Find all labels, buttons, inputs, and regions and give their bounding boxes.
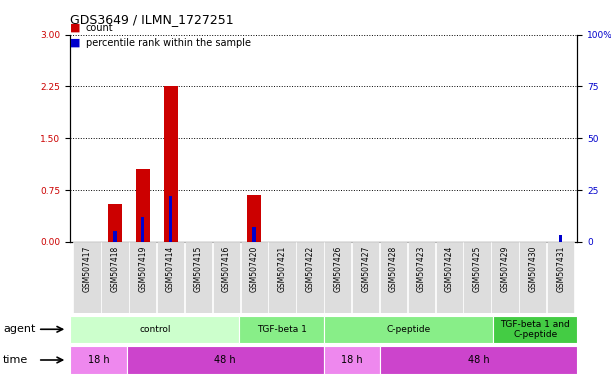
Bar [268, 242, 296, 313]
Text: time: time [3, 355, 28, 365]
Text: GSM507414: GSM507414 [166, 245, 175, 292]
Text: GSM507429: GSM507429 [500, 245, 510, 292]
Bar [240, 316, 324, 343]
Bar [380, 346, 577, 374]
Text: ■: ■ [70, 23, 81, 33]
Text: 18 h: 18 h [341, 355, 363, 365]
Text: GSM507427: GSM507427 [361, 245, 370, 292]
Bar [247, 195, 261, 242]
Bar [73, 242, 101, 313]
Bar [324, 242, 351, 313]
Text: count: count [86, 23, 113, 33]
Bar [352, 242, 379, 313]
Bar [296, 242, 324, 313]
Text: GSM507431: GSM507431 [556, 245, 565, 292]
Bar [436, 242, 463, 313]
Text: TGF-beta 1: TGF-beta 1 [257, 325, 307, 334]
Bar [213, 242, 240, 313]
Text: GSM507419: GSM507419 [138, 245, 147, 292]
Text: control: control [139, 325, 170, 334]
Text: GSM507426: GSM507426 [333, 245, 342, 292]
Text: GSM507418: GSM507418 [111, 245, 119, 292]
Text: GSM507423: GSM507423 [417, 245, 426, 292]
Bar [169, 196, 172, 242]
Bar [559, 235, 562, 242]
Bar [185, 242, 212, 313]
Text: GSM507416: GSM507416 [222, 245, 231, 292]
Text: GSM507425: GSM507425 [472, 245, 481, 292]
Bar [491, 242, 519, 313]
Bar [141, 217, 144, 242]
Text: GSM507420: GSM507420 [250, 245, 258, 292]
Bar [108, 204, 122, 242]
Text: percentile rank within the sample: percentile rank within the sample [86, 38, 251, 48]
Text: 18 h: 18 h [87, 355, 109, 365]
Text: GSM507422: GSM507422 [306, 245, 315, 292]
Text: GSM507424: GSM507424 [445, 245, 454, 292]
Text: ■: ■ [70, 38, 81, 48]
Bar [164, 86, 178, 242]
Bar [493, 316, 577, 343]
Bar [519, 242, 546, 313]
Bar [157, 242, 185, 313]
Bar [380, 242, 407, 313]
Text: C-peptide: C-peptide [386, 325, 431, 334]
Bar [241, 242, 268, 313]
Bar [408, 242, 435, 313]
Text: GDS3649 / ILMN_1727251: GDS3649 / ILMN_1727251 [70, 13, 234, 26]
Text: agent: agent [3, 324, 35, 334]
Text: GSM507421: GSM507421 [277, 245, 287, 292]
Bar [70, 316, 240, 343]
Text: TGF-beta 1 and
C-peptide: TGF-beta 1 and C-peptide [500, 319, 570, 339]
Text: 48 h: 48 h [468, 355, 489, 365]
Text: 48 h: 48 h [214, 355, 236, 365]
Bar [136, 169, 150, 242]
Text: GSM507430: GSM507430 [529, 245, 537, 292]
Bar [252, 227, 256, 242]
Text: GSM507415: GSM507415 [194, 245, 203, 292]
Bar [463, 242, 491, 313]
Bar [129, 242, 156, 313]
Bar [324, 346, 380, 374]
Text: GSM507428: GSM507428 [389, 245, 398, 292]
Bar [126, 346, 324, 374]
Bar [324, 316, 493, 343]
Text: GSM507417: GSM507417 [82, 245, 92, 292]
Bar [101, 242, 128, 313]
Bar [70, 346, 126, 374]
Bar [547, 242, 574, 313]
Bar [113, 230, 117, 242]
